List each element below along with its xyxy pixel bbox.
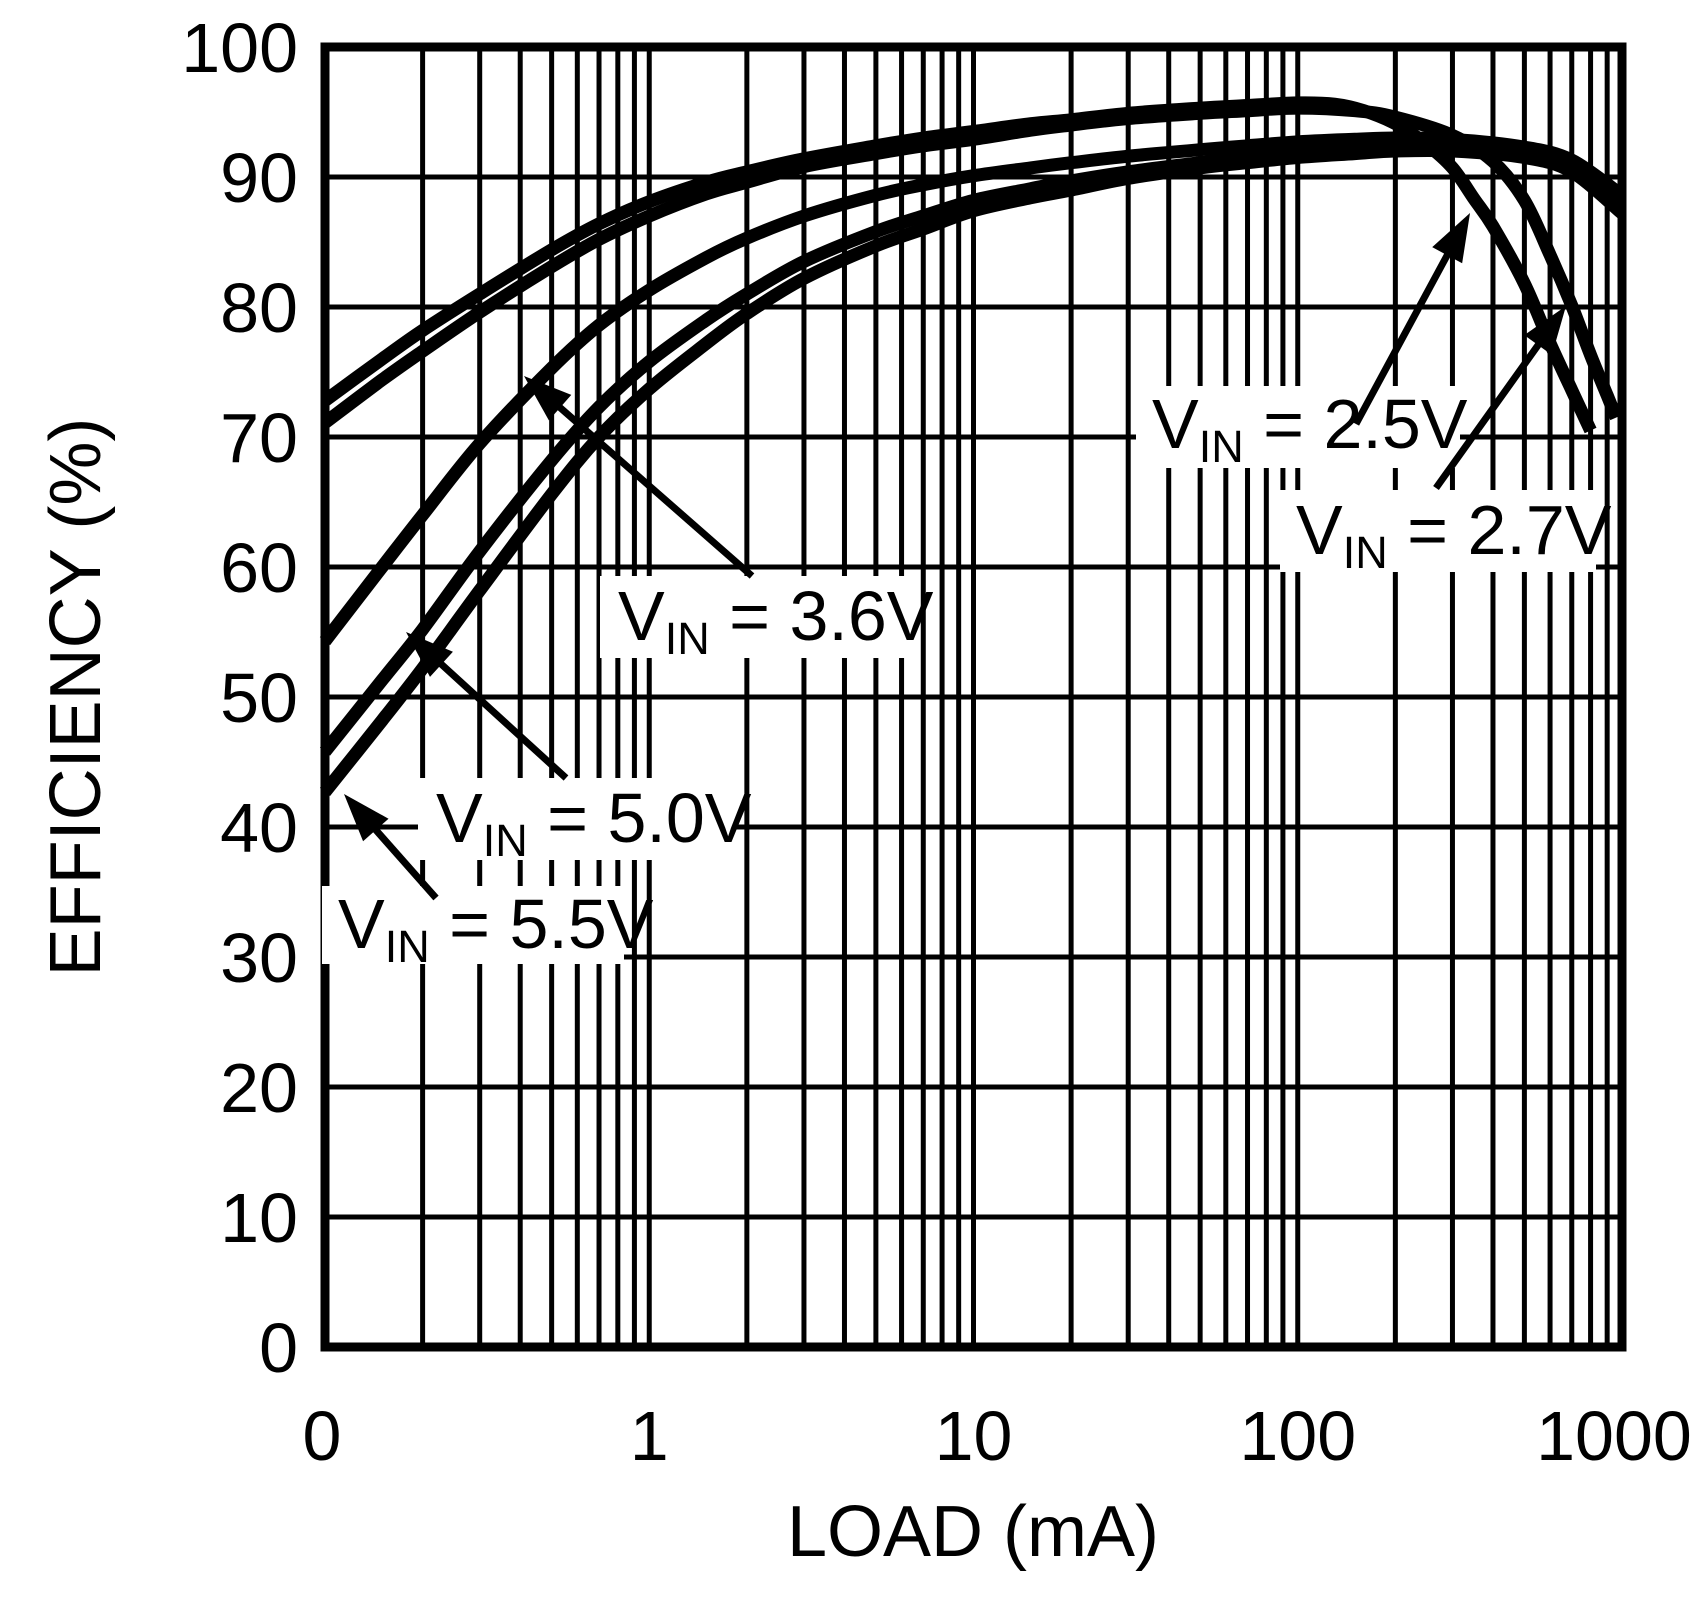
y-tick-label: 30 — [220, 919, 298, 997]
annotation-label-vin-5.0v: VIN = 5.0V — [436, 779, 752, 866]
y-tick-label: 70 — [220, 399, 298, 477]
annotation-box-vin-5.0v — [418, 778, 734, 860]
x-tick-label: 0 — [303, 1397, 342, 1475]
annotation-label-value: = 2.5V — [1244, 385, 1468, 463]
y-tick-label: 40 — [220, 789, 298, 867]
annotation-arrowhead-vin-5.0v — [406, 632, 453, 677]
annotation-label-prefix: V — [338, 885, 385, 963]
y-tick-label: 80 — [220, 269, 298, 347]
curves — [319, 96, 1627, 796]
annotation-label-subscript: IN — [1343, 527, 1388, 578]
annotation-box-vin-2.7v — [1280, 490, 1596, 572]
y-tick-label: 90 — [220, 139, 298, 217]
annotation-arrow-line-vin-5.5v — [361, 814, 439, 901]
curve-vin-5.5v — [319, 143, 1627, 796]
plot-border — [320, 42, 1627, 1352]
y-tick-label: 60 — [220, 529, 298, 607]
y-tick-label: 20 — [220, 1049, 298, 1127]
grid — [325, 47, 1622, 1347]
annotation-label-vin-5.5v: VIN = 5.5V — [338, 885, 654, 972]
annotation-label-value: = 5.0V — [528, 779, 752, 857]
x-tick-label: 1 — [630, 1397, 669, 1475]
annotation-arrow-line-vin-2.5v — [1352, 237, 1459, 426]
annotation-label-prefix: V — [1152, 385, 1199, 463]
y-tick-label: 100 — [181, 9, 298, 87]
annotation-arrowhead-vin-5.5v — [344, 794, 389, 842]
annotation-arrow-line-vin-5.0v — [425, 649, 569, 781]
annotation-box-vin-5.5v — [322, 886, 624, 964]
y-tick-label: 0 — [259, 1309, 298, 1387]
annotation-box-vin-2.5v — [1136, 386, 1460, 468]
annotation-label-value: = 3.6V — [710, 577, 934, 655]
y-tick-label: 50 — [220, 659, 298, 737]
x-tick-label: 1000 — [1536, 1397, 1692, 1475]
annotation-label-prefix: V — [1296, 491, 1343, 569]
annotation-label-subscript: IN — [665, 613, 710, 664]
y-axis-title: EFFICIENCY (%) — [36, 418, 116, 977]
annotation-label-vin-2.5v: VIN = 2.5V — [1152, 385, 1468, 472]
annotation-label-prefix: V — [436, 779, 483, 857]
annotation-label-subscript: IN — [483, 815, 528, 866]
annotation-label-value: = 2.7V — [1388, 491, 1612, 569]
annotation-label-value: = 5.5V — [430, 885, 654, 963]
annotation-box-vin-3.6v — [600, 576, 918, 658]
y-tick-label: 10 — [220, 1179, 298, 1257]
annotation-label-subscript: IN — [1199, 421, 1244, 472]
annotation-arrow-line-vin-2.7v — [1433, 328, 1552, 491]
annotation-label-vin-3.6v: VIN = 3.6V — [618, 577, 934, 664]
annotation-arrowhead-vin-2.5v — [1432, 213, 1470, 264]
x-tick-label: 10 — [935, 1397, 1013, 1475]
annotation-label-prefix: V — [618, 577, 665, 655]
annotation-label-vin-2.7v: VIN = 2.7V — [1296, 491, 1612, 578]
x-axis-title: LOAD (mA) — [787, 1492, 1159, 1572]
annotation-arrowhead-vin-3.6v — [524, 376, 572, 421]
annotation-label-subscript: IN — [385, 921, 430, 972]
annotation-arrowhead-vin-2.7v — [1524, 306, 1566, 355]
x-tick-label: 100 — [1239, 1397, 1356, 1475]
curve-vin-2.7v — [321, 101, 1623, 428]
curve-vin-3.6v — [319, 131, 1626, 646]
annotation-arrow-line-vin-3.6v — [544, 393, 755, 579]
